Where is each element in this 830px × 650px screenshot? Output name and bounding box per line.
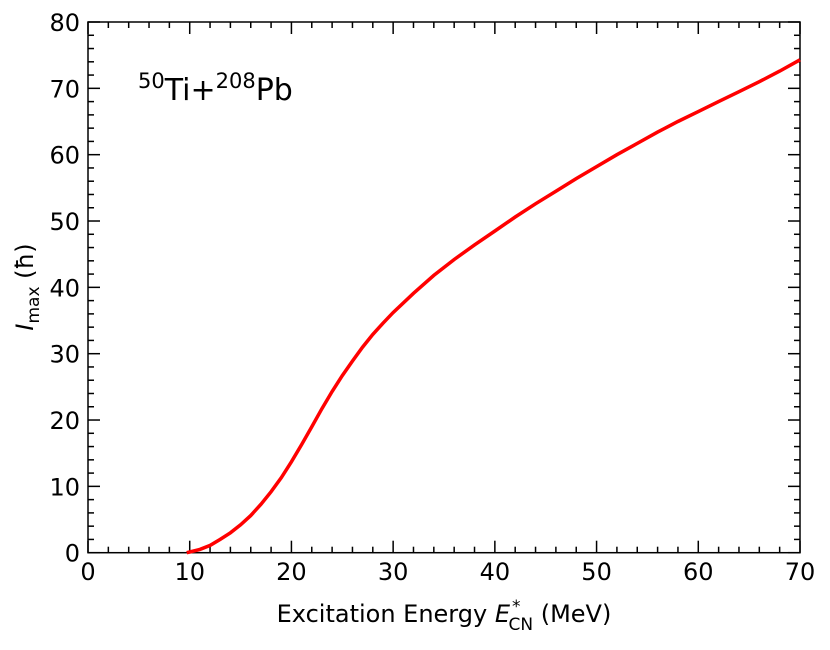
y-tick-label: 60 (49, 142, 80, 170)
x-tick-label: 30 (378, 558, 409, 586)
reaction-annotation: 50Ti+208Pb (138, 69, 293, 108)
y-axis-label: Imax (ħ) (11, 243, 44, 330)
y-tick-label: 20 (49, 407, 80, 435)
plot-frame (87, 21, 801, 554)
y-tick-label: 0 (65, 540, 80, 568)
series-line (186, 58, 801, 555)
x-tick-label: 50 (581, 558, 612, 586)
y-tick-label: 40 (49, 274, 80, 302)
x-tick-label: 0 (80, 558, 95, 586)
x-tick-label: 70 (785, 558, 816, 586)
y-tick-label: 10 (49, 473, 80, 501)
x-tick-label: 10 (174, 558, 205, 586)
x-tick-label: 20 (276, 558, 307, 586)
y-tick-label: 30 (49, 341, 80, 369)
y-tick-label: 50 (49, 208, 80, 236)
y-tick-label: 80 (49, 9, 80, 37)
x-tick-label: 60 (683, 558, 714, 586)
x-tick-label: 40 (480, 558, 511, 586)
y-tick-label: 70 (49, 75, 80, 103)
x-axis-label: Excitation Energy E * CN (MeV) (277, 597, 612, 635)
